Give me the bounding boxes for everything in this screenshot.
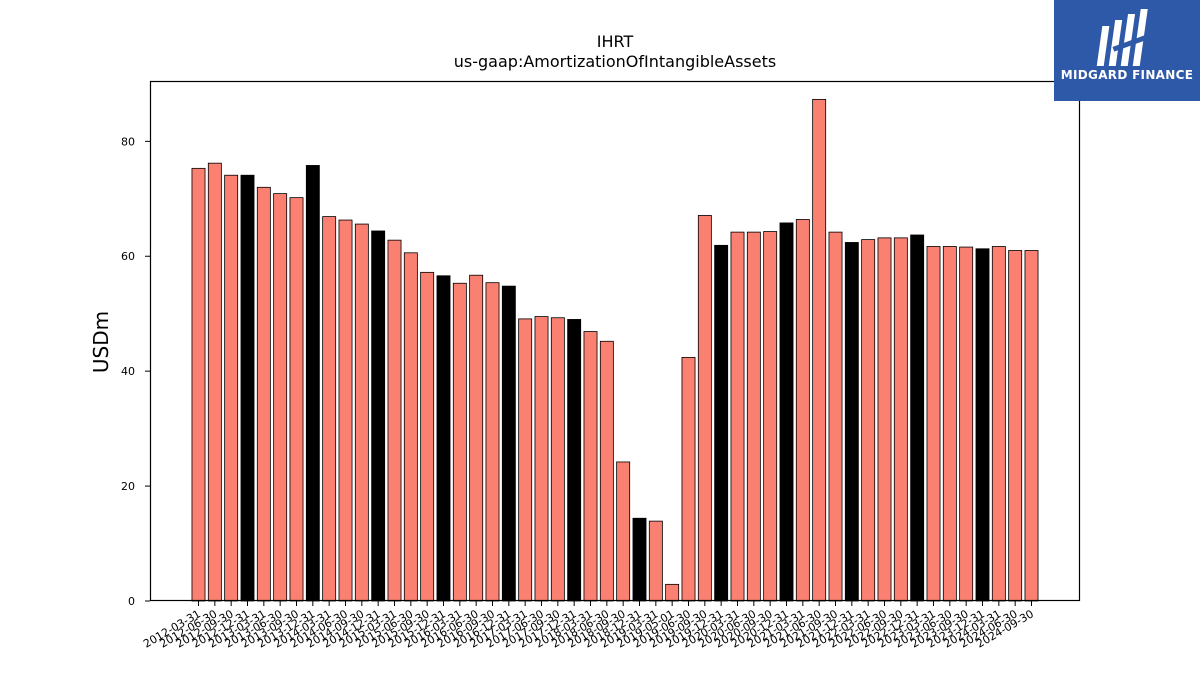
plot-area-frame (149, 80, 1081, 602)
bar-2023-12-31 (975, 248, 990, 602)
bar-2022-09-30 (893, 237, 908, 602)
bar-2016-06-30 (469, 274, 484, 602)
bar-2021-03-31 (795, 219, 810, 602)
bar-2023-06-30 (942, 246, 957, 602)
bar-2015-12-31 (436, 275, 451, 602)
bar-2016-03-31 (452, 282, 467, 602)
bar-2014-09-30 (354, 223, 369, 602)
bar-2019-12-31 (714, 244, 729, 602)
bar-2014-06-30 (338, 219, 353, 602)
bar-2015-06-30 (403, 252, 418, 602)
bar-2018-03-31 (583, 331, 598, 602)
bar-2019-05-01 (665, 583, 680, 602)
y-tick-label: 80 (121, 135, 135, 148)
x-axis: 2012-03-312012-06-302012-09-302012-12-31… (141, 601, 1036, 651)
bar-2024-09-30 (1024, 250, 1039, 602)
bar-2019-03-31 (648, 520, 663, 602)
bar-2013-03-31 (256, 186, 271, 602)
bar-2015-09-30 (420, 271, 435, 602)
y-tick-label: 40 (121, 365, 135, 378)
bar-2014-12-31 (371, 230, 386, 602)
bar-2016-09-30 (485, 282, 500, 602)
bar-2013-09-30 (289, 197, 304, 602)
bar-2018-06-30 (599, 340, 614, 602)
bar-2022-12-31 (910, 234, 925, 602)
bar-2017-12-31 (567, 319, 582, 602)
bar-2013-12-31 (305, 165, 320, 602)
bar-2017-03-31 (518, 318, 533, 602)
bar-2024-03-31 (991, 246, 1006, 602)
bar-2018-09-30 (616, 461, 631, 602)
bar-2019-09-30 (697, 215, 712, 602)
bar-2020-09-30 (763, 231, 778, 602)
bar-2020-06-30 (746, 231, 761, 602)
bar-2013-06-30 (273, 193, 288, 602)
chart-subtitle: us-gaap:AmortizationOfIntangibleAssets (453, 52, 777, 71)
midgard-logo-icon (1096, 9, 1152, 66)
logo-text: MIDGARD FINANCE (1060, 68, 1194, 82)
y-tick-label: 0 (128, 595, 135, 608)
bar-2020-03-31 (730, 231, 745, 602)
y-tick-label: 60 (121, 250, 135, 263)
bar-2019-06-30 (681, 356, 696, 602)
bar-2012-12-31 (240, 174, 255, 602)
bar-2021-06-30 (812, 98, 827, 602)
bars-layer (191, 98, 1039, 602)
bar-2016-12-31 (501, 285, 516, 602)
bar-2023-09-30 (959, 246, 974, 602)
y-tick-label: 20 (121, 480, 135, 493)
bar-2014-03-31 (322, 216, 337, 602)
y-axis: 0 20 40 60 80 (121, 135, 150, 608)
bar-2024-06-30 (1008, 250, 1023, 602)
bar-2012-06-30 (207, 162, 222, 602)
bar-2012-03-31 (191, 167, 206, 602)
bar-2015-03-31 (387, 239, 402, 602)
bar-2022-06-30 (877, 237, 892, 602)
bar-2022-03-31 (861, 239, 876, 602)
chart-title: IHRT (596, 32, 634, 51)
y-axis-label: USDm (89, 311, 113, 373)
bar-2020-12-31 (779, 222, 794, 602)
bar-2021-09-30 (828, 231, 843, 602)
bar-2023-03-31 (926, 246, 941, 602)
brand-logo: MIDGARD FINANCE (1054, 0, 1200, 101)
bar-2021-12-31 (844, 242, 859, 602)
bar-2018-12-31 (632, 517, 647, 602)
bar-2012-09-30 (224, 174, 239, 602)
bar-2017-06-30 (534, 316, 549, 602)
bar-2017-09-30 (550, 317, 565, 602)
